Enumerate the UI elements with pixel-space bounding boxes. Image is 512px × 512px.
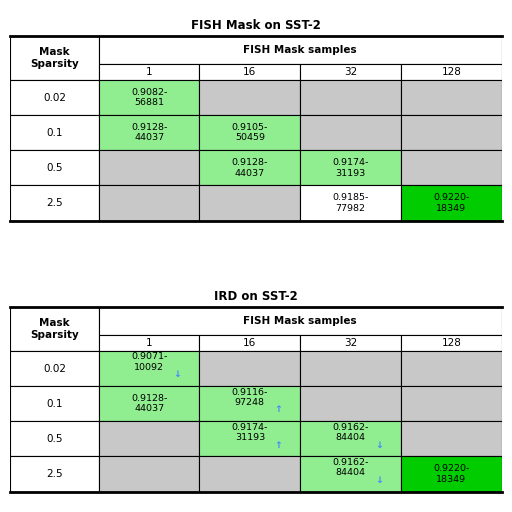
Bar: [99, 307, 502, 334]
Bar: [200, 185, 300, 221]
Text: 0.9128-
44037: 0.9128- 44037: [231, 158, 268, 178]
Text: Mask
Sparsity: Mask Sparsity: [30, 318, 79, 339]
Text: 0.9174-
31193: 0.9174- 31193: [231, 423, 268, 442]
Text: 0.9128-
44037: 0.9128- 44037: [131, 394, 167, 413]
Bar: [10, 351, 99, 386]
Text: 0.9082-
56881: 0.9082- 56881: [131, 88, 167, 108]
Text: 0.02: 0.02: [43, 364, 66, 373]
Bar: [401, 151, 502, 185]
Bar: [10, 421, 99, 456]
Bar: [200, 115, 300, 151]
Text: 0.9220-
18349: 0.9220- 18349: [433, 464, 470, 484]
Bar: [99, 115, 200, 151]
Text: 0.9116-
97248: 0.9116- 97248: [231, 388, 268, 407]
Bar: [10, 307, 99, 351]
Bar: [99, 421, 200, 456]
Bar: [300, 334, 401, 351]
Bar: [99, 456, 200, 492]
Bar: [200, 80, 300, 115]
Bar: [300, 386, 401, 421]
Text: 0.5: 0.5: [46, 163, 63, 173]
Text: 16: 16: [243, 338, 257, 348]
Text: 0.1: 0.1: [46, 127, 63, 138]
Text: 0.9105-
50459: 0.9105- 50459: [231, 123, 268, 142]
Text: 128: 128: [441, 338, 461, 348]
Text: 0.5: 0.5: [46, 434, 63, 444]
Bar: [401, 80, 502, 115]
Bar: [401, 351, 502, 386]
Bar: [10, 456, 99, 492]
Text: 0.9185-
77982: 0.9185- 77982: [332, 194, 369, 212]
Text: 1: 1: [146, 338, 153, 348]
Text: 32: 32: [344, 67, 357, 77]
Text: 0.02: 0.02: [43, 93, 66, 102]
Text: 0.9220-
18349: 0.9220- 18349: [433, 194, 470, 212]
Bar: [401, 63, 502, 80]
Bar: [10, 185, 99, 221]
Bar: [99, 80, 200, 115]
Text: 0.9071-
10092: 0.9071- 10092: [131, 352, 167, 372]
Bar: [200, 386, 300, 421]
Text: ↑: ↑: [274, 406, 282, 415]
Bar: [300, 115, 401, 151]
Bar: [300, 456, 401, 492]
Bar: [10, 80, 99, 115]
Bar: [10, 151, 99, 185]
Bar: [300, 80, 401, 115]
Text: 2.5: 2.5: [46, 198, 63, 208]
Text: 0.1: 0.1: [46, 399, 63, 409]
Bar: [401, 386, 502, 421]
Text: ↓: ↓: [375, 476, 383, 485]
Text: 0.9162-
84404: 0.9162- 84404: [332, 458, 369, 477]
Bar: [99, 36, 502, 63]
Bar: [99, 334, 200, 351]
Bar: [401, 334, 502, 351]
Bar: [200, 151, 300, 185]
Bar: [300, 421, 401, 456]
Text: Mask
Sparsity: Mask Sparsity: [30, 47, 79, 69]
Text: ↓: ↓: [375, 441, 383, 450]
Bar: [401, 421, 502, 456]
Text: FISH Mask on SST-2: FISH Mask on SST-2: [191, 19, 321, 32]
Text: 0.9174-
31193: 0.9174- 31193: [332, 158, 369, 178]
Bar: [200, 63, 300, 80]
Bar: [401, 456, 502, 492]
Bar: [99, 63, 200, 80]
Bar: [200, 351, 300, 386]
Text: 16: 16: [243, 67, 257, 77]
Bar: [300, 351, 401, 386]
Bar: [99, 351, 200, 386]
Bar: [401, 115, 502, 151]
Text: IRD on SST-2: IRD on SST-2: [214, 290, 298, 303]
Bar: [99, 386, 200, 421]
Bar: [300, 185, 401, 221]
Bar: [200, 421, 300, 456]
Text: 128: 128: [441, 67, 461, 77]
Text: FISH Mask samples: FISH Mask samples: [243, 45, 357, 55]
Text: 2.5: 2.5: [46, 469, 63, 479]
Text: 1: 1: [146, 67, 153, 77]
Bar: [10, 386, 99, 421]
Bar: [99, 151, 200, 185]
Text: 0.9162-
84404: 0.9162- 84404: [332, 423, 369, 442]
Text: 32: 32: [344, 338, 357, 348]
Bar: [10, 36, 99, 80]
Bar: [10, 115, 99, 151]
Bar: [401, 185, 502, 221]
Bar: [99, 185, 200, 221]
Text: 0.9128-
44037: 0.9128- 44037: [131, 123, 167, 142]
Bar: [300, 63, 401, 80]
Text: ↑: ↑: [274, 441, 282, 450]
Bar: [200, 334, 300, 351]
Text: ↓: ↓: [173, 370, 181, 379]
Text: FISH Mask samples: FISH Mask samples: [243, 316, 357, 326]
Bar: [200, 456, 300, 492]
Bar: [300, 151, 401, 185]
